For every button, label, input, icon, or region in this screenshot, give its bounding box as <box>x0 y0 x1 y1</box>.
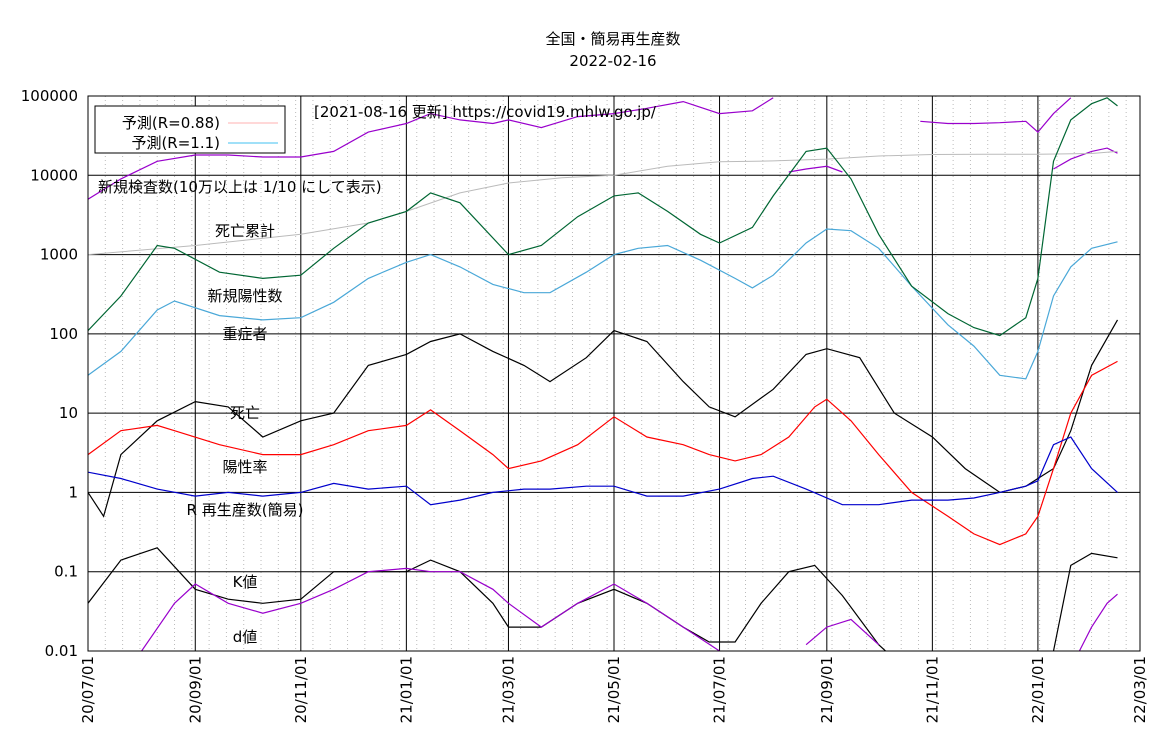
y-tick-label: 10000 <box>30 166 78 184</box>
y-tick-label: 0.01 <box>45 642 78 660</box>
series-text-label: d値 <box>233 628 258 646</box>
series-line <box>88 547 1118 651</box>
series-line <box>88 360 1118 546</box>
series-line <box>88 228 1118 380</box>
series-line <box>88 97 774 200</box>
y-tick-label: 100000 <box>21 87 78 105</box>
legend-label: 予測(R=1.1) <box>131 134 220 152</box>
series-line <box>920 97 1072 133</box>
series-line <box>141 567 720 651</box>
x-tick-label: 21/07/01 <box>711 656 729 723</box>
series-text-label: 死亡 <box>230 404 260 422</box>
series-text-label: 重症者 <box>222 325 267 343</box>
series-line <box>788 165 843 173</box>
series-text-label: 陽性率 <box>222 458 267 476</box>
series-text-label: R 再生産数(簡易) <box>187 501 304 519</box>
series-line <box>88 97 1118 337</box>
y-tick-label: 10 <box>59 404 78 422</box>
series-text-label: 新規陽性数 <box>207 287 282 305</box>
plot-border <box>87 95 1141 652</box>
x-tick-label: 21/01/01 <box>397 656 415 723</box>
x-tick-label: 21/03/01 <box>499 656 517 723</box>
series-text-label: K値 <box>233 573 258 591</box>
source-annotation: [2021-08-16 更新] https://covid19.mhlw.go.… <box>314 103 657 121</box>
x-tick-label: 21/11/01 <box>923 656 941 723</box>
series-group <box>88 97 1119 651</box>
chart-title: 全国・簡易再生産数 <box>545 30 681 48</box>
x-tick-label: 21/05/01 <box>605 656 623 723</box>
x-tick-label: 20/11/01 <box>292 656 310 723</box>
x-tick-label: 20/07/01 <box>79 656 97 723</box>
legend-box <box>94 105 286 154</box>
series-line <box>1053 147 1118 170</box>
chart-subtitle: 2022-02-16 <box>569 52 657 70</box>
y-tick-label: 1 <box>68 483 78 501</box>
y-tick-label: 100 <box>49 325 78 343</box>
series-text-label: 死亡累計 <box>215 222 275 240</box>
y-tick-label: 1000 <box>40 246 78 264</box>
series-line <box>1078 593 1118 651</box>
series-line <box>88 436 1118 506</box>
legend-label: 予測(R=0.88) <box>122 114 220 132</box>
x-tick-label: 22/01/01 <box>1029 656 1047 723</box>
x-tick-label: 20/09/01 <box>186 656 204 723</box>
x-tick-label: 21/09/01 <box>818 656 836 723</box>
series-text-label: 新規検査数(10万以上は 1/10 にして表示) <box>98 178 382 196</box>
y-tick-label: 0.1 <box>54 563 78 581</box>
x-tick-label: 22/03/01 <box>1131 656 1149 723</box>
series-line <box>805 618 880 646</box>
